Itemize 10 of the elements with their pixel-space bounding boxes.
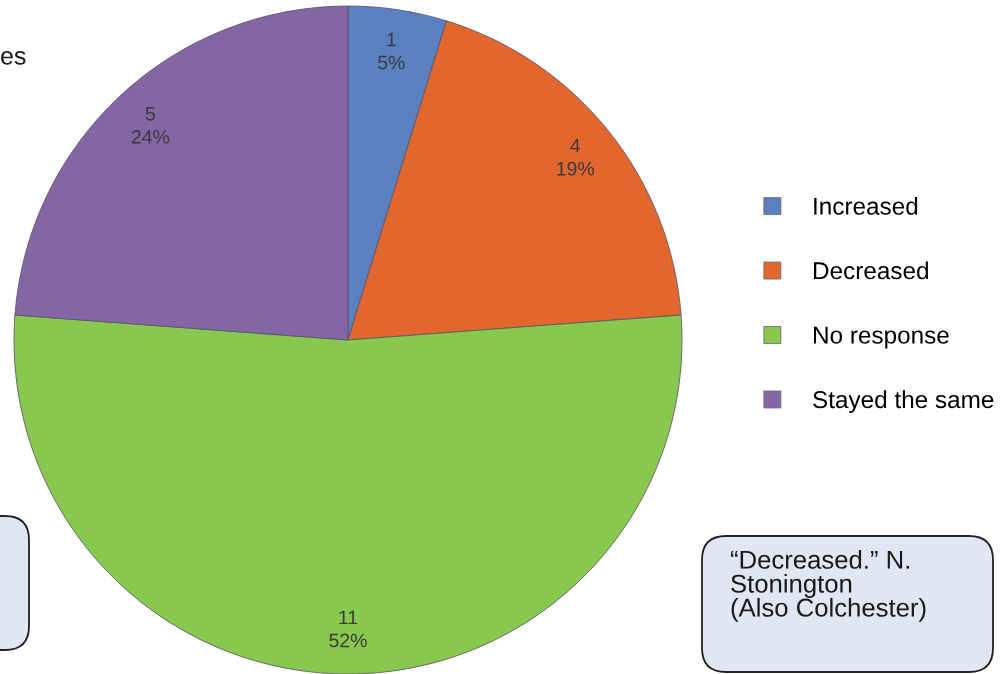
text: es — [1, 51, 26, 65]
legend-label: Increased — [814, 196, 918, 215]
legend-label: No response — [813, 326, 949, 349]
legend-label: Stayed the same — [813, 390, 994, 414]
data-label: 1 5% — [378, 32, 405, 70]
data-label: 5 24% — [131, 107, 170, 144]
legend-label: Decreased — [813, 261, 928, 280]
text: “Decreased.” N. Stonington (Also Colchester) — [730, 550, 926, 622]
data-label: 11 52% — [329, 610, 367, 648]
data-label: 4 19% — [557, 138, 594, 176]
